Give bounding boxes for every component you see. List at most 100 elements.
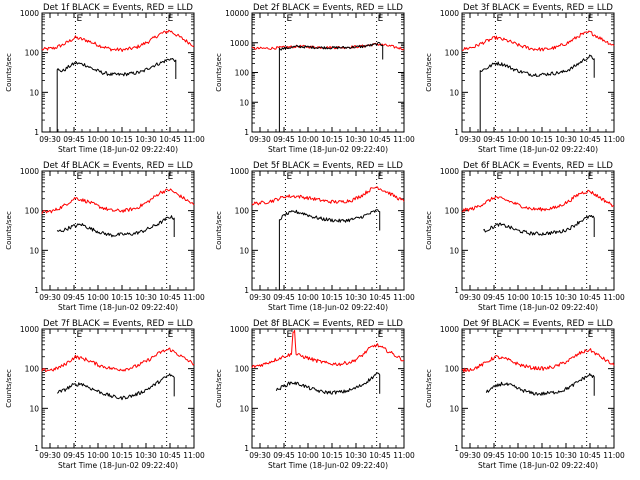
event-marker-label: E — [588, 330, 594, 340]
x-tick-label: 10:30 — [345, 293, 367, 302]
x-tick-label: 10:30 — [555, 293, 577, 302]
x-axis-label: Start Time (18-Jun-02 09:22:40) — [58, 145, 178, 154]
chart-title: Det 2f BLACK = Events, RED = LLD — [253, 3, 403, 13]
x-tick-label: 11:00 — [603, 451, 625, 460]
chart-panel-8: Det 8f BLACK = Events, RED = LLD Counts/s… — [215, 319, 415, 470]
y-tick-label: 1000 — [440, 9, 459, 18]
series-line-events — [278, 41, 384, 132]
x-tick-label: 10:45 — [579, 451, 601, 460]
y-tick-label: 100 — [235, 69, 250, 78]
y-tick-label: 1000 — [230, 325, 249, 334]
x-axis-label: Start Time (18-Jun-02 09:22:40) — [268, 461, 388, 470]
chart-title: Det 3f BLACK = Events, RED = LLD — [463, 3, 613, 13]
x-tick-label: 10:15 — [321, 293, 343, 302]
series-line-lld — [41, 29, 195, 52]
chart-title: Det 7f BLACK = Events, RED = LLD — [43, 319, 193, 329]
y-axis-label: Counts/sec — [425, 53, 433, 92]
x-tick-label: 11:00 — [393, 451, 415, 460]
x-tick-label: 09:30 — [249, 293, 271, 302]
x-tick-label: 09:45 — [483, 293, 505, 302]
x-tick-label: 10:30 — [345, 135, 367, 144]
y-tick-label: 1 — [454, 444, 459, 453]
x-tick-label: 09:30 — [39, 135, 61, 144]
event-marker-label: E — [76, 172, 82, 182]
x-tick-label: 11:00 — [183, 135, 205, 144]
x-tick-label: 11:00 — [603, 293, 625, 302]
x-tick-label: 10:30 — [135, 135, 157, 144]
x-tick-label: 10:15 — [111, 135, 133, 144]
y-tick-label: 100 — [445, 49, 460, 58]
series-line-events — [278, 209, 381, 290]
series-line-events — [56, 215, 175, 238]
y-tick-label: 1000 — [20, 9, 39, 18]
event-marker-label: E — [168, 172, 174, 182]
y-tick-label: 100 — [25, 365, 40, 374]
chart-title: Det 6f BLACK = Events, RED = LLD — [463, 161, 613, 171]
x-tick-label: 10:30 — [555, 135, 577, 144]
y-tick-label: 10 — [449, 404, 459, 413]
event-marker-label: E — [378, 14, 384, 24]
x-tick-label: 10:15 — [531, 451, 553, 460]
y-axis-label: Counts/sec — [215, 211, 223, 250]
plot-frame — [41, 12, 195, 133]
x-axis-label: Start Time (18-Jun-02 09:22:40) — [58, 303, 178, 312]
x-tick-label: 09:30 — [459, 135, 481, 144]
plot-frame — [251, 170, 405, 291]
series-line-lld — [461, 189, 615, 213]
x-tick-label: 09:45 — [483, 451, 505, 460]
y-axis-label: Counts/sec — [5, 53, 13, 92]
x-tick-label: 10:15 — [531, 135, 553, 144]
x-axis-label: Start Time (18-Jun-02 09:22:40) — [478, 145, 598, 154]
x-tick-label: 10:45 — [369, 451, 391, 460]
x-tick-label: 11:00 — [183, 451, 205, 460]
y-tick-label: 1 — [244, 444, 249, 453]
event-marker-label: E — [286, 172, 292, 182]
y-tick-label: 1000 — [440, 325, 459, 334]
y-axis-label: Counts/sec — [5, 369, 13, 408]
y-tick-label: 1000 — [230, 167, 249, 176]
plot-frame — [251, 328, 405, 449]
x-axis-label: Start Time (18-Jun-02 09:22:40) — [268, 303, 388, 312]
series-line-events — [56, 58, 177, 132]
x-tick-label: 10:00 — [507, 135, 529, 144]
y-tick-label: 10 — [449, 88, 459, 97]
x-tick-label: 10:15 — [531, 293, 553, 302]
x-tick-label: 09:30 — [39, 451, 61, 460]
event-marker-label: E — [588, 14, 594, 24]
x-tick-label: 09:45 — [63, 135, 85, 144]
y-tick-label: 1 — [34, 444, 39, 453]
y-axis-label: Counts/sec — [425, 211, 433, 250]
event-marker-label: E — [378, 330, 384, 340]
y-tick-label: 10 — [449, 246, 459, 255]
x-axis-label: Start Time (18-Jun-02 09:22:40) — [478, 303, 598, 312]
x-tick-label: 11:00 — [183, 293, 205, 302]
y-tick-label: 100 — [235, 207, 250, 216]
y-tick-label: 100 — [445, 365, 460, 374]
x-tick-label: 10:45 — [579, 135, 601, 144]
plot-frame — [41, 328, 195, 449]
series-line-events — [485, 373, 595, 396]
series-line-lld — [251, 186, 405, 206]
x-tick-label: 09:30 — [249, 135, 271, 144]
x-tick-label: 10:00 — [507, 451, 529, 460]
series-line-lld — [41, 188, 195, 214]
chart-title: Det 5f BLACK = Events, RED = LLD — [253, 161, 403, 171]
y-tick-label: 10 — [239, 404, 249, 413]
y-tick-label: 100 — [235, 365, 250, 374]
event-marker-label: E — [496, 14, 502, 24]
event-marker-label: E — [76, 330, 82, 340]
chart-panel-9: Det 9f BLACK = Events, RED = LLD Counts/s… — [425, 319, 625, 470]
x-tick-label: 10:30 — [555, 451, 577, 460]
chart-panel-4: Det 4f BLACK = Events, RED = LLD Counts/s… — [5, 161, 205, 312]
y-tick-label: 100 — [445, 207, 460, 216]
x-tick-label: 10:45 — [159, 451, 181, 460]
y-tick-label: 100 — [25, 49, 40, 58]
chart-panel-1: Det 1f BLACK = Events, RED = LLD Counts/s… — [5, 3, 205, 154]
y-tick-label: 1 — [34, 286, 39, 295]
plot-frame — [251, 12, 405, 133]
chart-panel-2: Det 2f BLACK = Events, RED = LLD Counts/s… — [215, 3, 415, 154]
y-tick-label: 1000 — [20, 325, 39, 334]
x-tick-label: 10:45 — [369, 293, 391, 302]
x-tick-label: 10:00 — [87, 293, 109, 302]
